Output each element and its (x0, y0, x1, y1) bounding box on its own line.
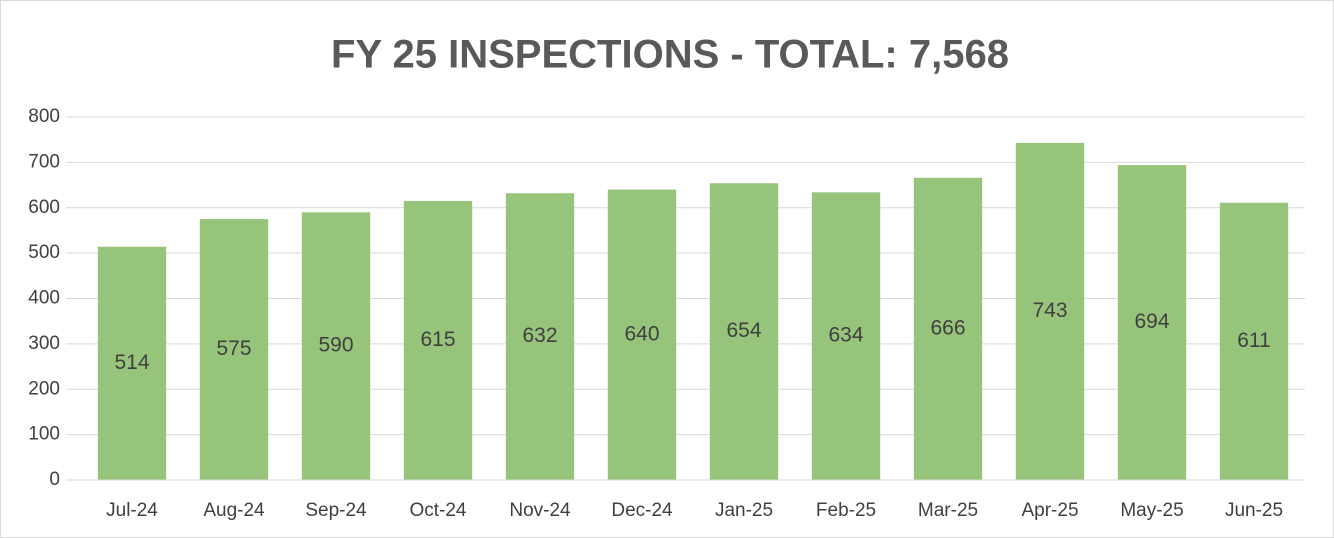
x-tick-label: Mar-25 (918, 500, 978, 521)
x-tick-label: Dec-24 (611, 500, 673, 521)
y-tick-label: 0 (49, 469, 60, 490)
bar (301, 212, 371, 480)
x-tick-label: Sep-24 (305, 500, 367, 521)
x-tick-label: May-25 (1120, 500, 1183, 521)
bar (403, 200, 473, 480)
data-label: 654 (726, 319, 761, 342)
bar (505, 193, 575, 481)
bar (811, 192, 881, 480)
x-tick-label: Aug-24 (203, 500, 265, 521)
data-label: 575 (216, 337, 251, 360)
bar (1015, 142, 1085, 480)
y-tick-label: 800 (28, 106, 60, 127)
x-tick-label: Jan-25 (715, 500, 773, 521)
x-tick-label: Apr-25 (1021, 500, 1078, 521)
chart-title: FY 25 INSPECTIONS - TOTAL: 7,568 (331, 33, 1009, 77)
y-tick-label: 200 (28, 378, 60, 399)
data-label: 694 (1134, 310, 1169, 333)
y-tick-label: 600 (28, 197, 60, 218)
x-tick-label: Jul-24 (106, 500, 158, 521)
y-tick-label: 700 (28, 151, 60, 172)
x-tick-label: Oct-24 (409, 500, 466, 521)
data-label: 611 (1237, 329, 1270, 352)
bar (607, 189, 677, 480)
data-label: 666 (930, 316, 965, 339)
y-tick-label: 400 (28, 288, 60, 309)
data-label: 743 (1032, 299, 1067, 322)
y-tick-label: 500 (28, 242, 60, 263)
y-tick-label: 100 (28, 424, 60, 445)
data-label: 615 (420, 328, 455, 351)
data-label: 632 (522, 324, 557, 347)
data-label: 640 (624, 322, 659, 345)
bar (97, 246, 167, 480)
bar (1219, 202, 1289, 481)
x-tick-label: Nov-24 (509, 500, 571, 521)
bar (1117, 165, 1187, 480)
bar (199, 219, 269, 480)
data-label: 634 (828, 324, 863, 347)
x-tick-label: Feb-25 (816, 500, 876, 521)
bar (913, 177, 983, 481)
data-label: 590 (318, 334, 353, 357)
y-tick-label: 300 (28, 333, 60, 354)
bar (709, 183, 779, 480)
data-label: 514 (114, 351, 149, 374)
x-tick-label: Jun-25 (1225, 500, 1283, 521)
